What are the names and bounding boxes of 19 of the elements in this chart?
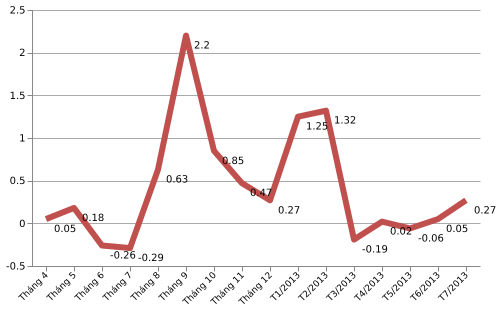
y-tick-label: 1.5: [10, 90, 26, 102]
data-label: -0.06: [418, 233, 444, 244]
data-label: -0.19: [362, 244, 388, 256]
data-label: 0.05: [54, 224, 76, 236]
y-tick-label: -0.5: [6, 262, 26, 272]
data-label: 0.05: [446, 224, 468, 236]
data-label: -0.26: [110, 250, 136, 262]
data-label: -0.29: [138, 253, 164, 264]
y-tick-label: 0.5: [10, 176, 26, 188]
y-tick-label: 1: [19, 134, 26, 144]
data-label: 0.63: [166, 174, 188, 186]
data-label: 0.27: [474, 205, 496, 216]
y-tick-label: 2.5: [10, 6, 26, 16]
data-label: 2.2: [194, 40, 210, 52]
data-label: 0.02: [390, 226, 412, 238]
y-tick-label: 2: [19, 48, 26, 60]
y-tick-label: 0: [19, 218, 26, 230]
data-label: 0.27: [278, 205, 300, 216]
data-label: 1.32: [334, 116, 356, 127]
